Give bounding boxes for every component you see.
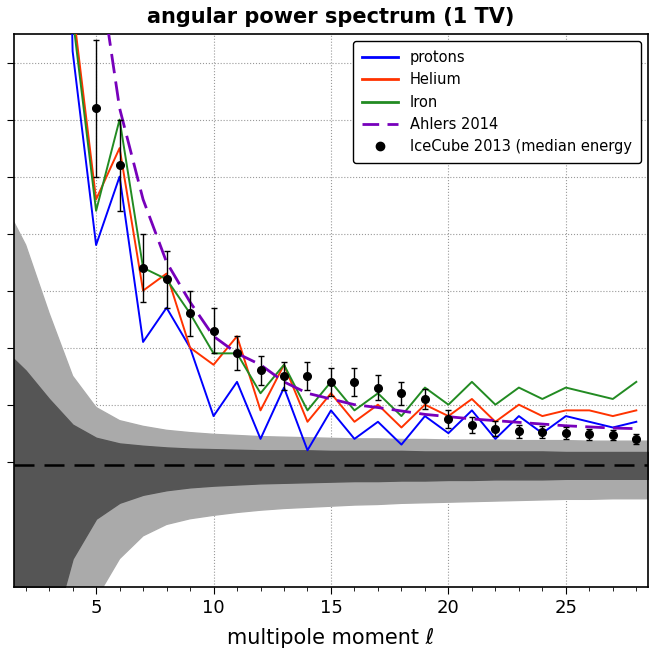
X-axis label: multipole moment ℓ: multipole moment ℓ — [227, 628, 435, 648]
Legend: protons, Helium, Iron, Ahlers 2014, IceCube 2013 (median energy: protons, Helium, Iron, Ahlers 2014, IceC… — [353, 41, 641, 163]
Title: angular power spectrum (1 TV): angular power spectrum (1 TV) — [147, 7, 515, 27]
